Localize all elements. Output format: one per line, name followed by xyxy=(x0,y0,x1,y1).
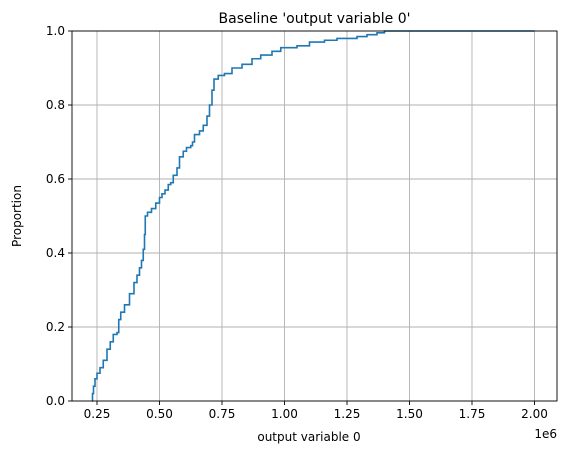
ecdf-series-line xyxy=(91,30,535,402)
x-tick-label: 1.75 xyxy=(459,407,486,421)
x-tick-label: 0.75 xyxy=(209,407,236,421)
x-tick-label: 1.25 xyxy=(334,407,361,421)
series-layer xyxy=(91,30,535,402)
x-tick-label: 1.50 xyxy=(396,407,423,421)
chart-title: Baseline 'output variable 0' xyxy=(219,11,411,27)
y-tick-label: 1.0 xyxy=(46,24,65,38)
y-tick-label: 0.0 xyxy=(46,394,65,408)
x-tick-label: 0.25 xyxy=(84,407,111,421)
plot-frame xyxy=(71,30,558,402)
grid xyxy=(72,30,557,402)
x-axis-offset-label: 1e6 xyxy=(534,427,557,441)
x-axis-title: output variable 0 xyxy=(257,430,360,444)
x-tick-label: 1.00 xyxy=(271,407,298,421)
y-tick-label: 0.8 xyxy=(46,98,65,112)
plot-area-background xyxy=(72,31,557,401)
y-axis-title: Proportion xyxy=(10,185,24,247)
y-tick-label: 0.4 xyxy=(46,246,65,260)
x-axis: 0.25 0.50 0.75 1.00 1.25 1.50 1.75 2.00 xyxy=(84,401,548,421)
y-tick-label: 0.2 xyxy=(46,320,65,334)
x-tick-label: 2.00 xyxy=(521,407,548,421)
y-axis: 0.0 0.2 0.4 0.6 0.8 1.0 xyxy=(46,24,72,408)
x-tick-label: 0.50 xyxy=(146,407,173,421)
y-tick-label: 0.6 xyxy=(46,172,65,186)
